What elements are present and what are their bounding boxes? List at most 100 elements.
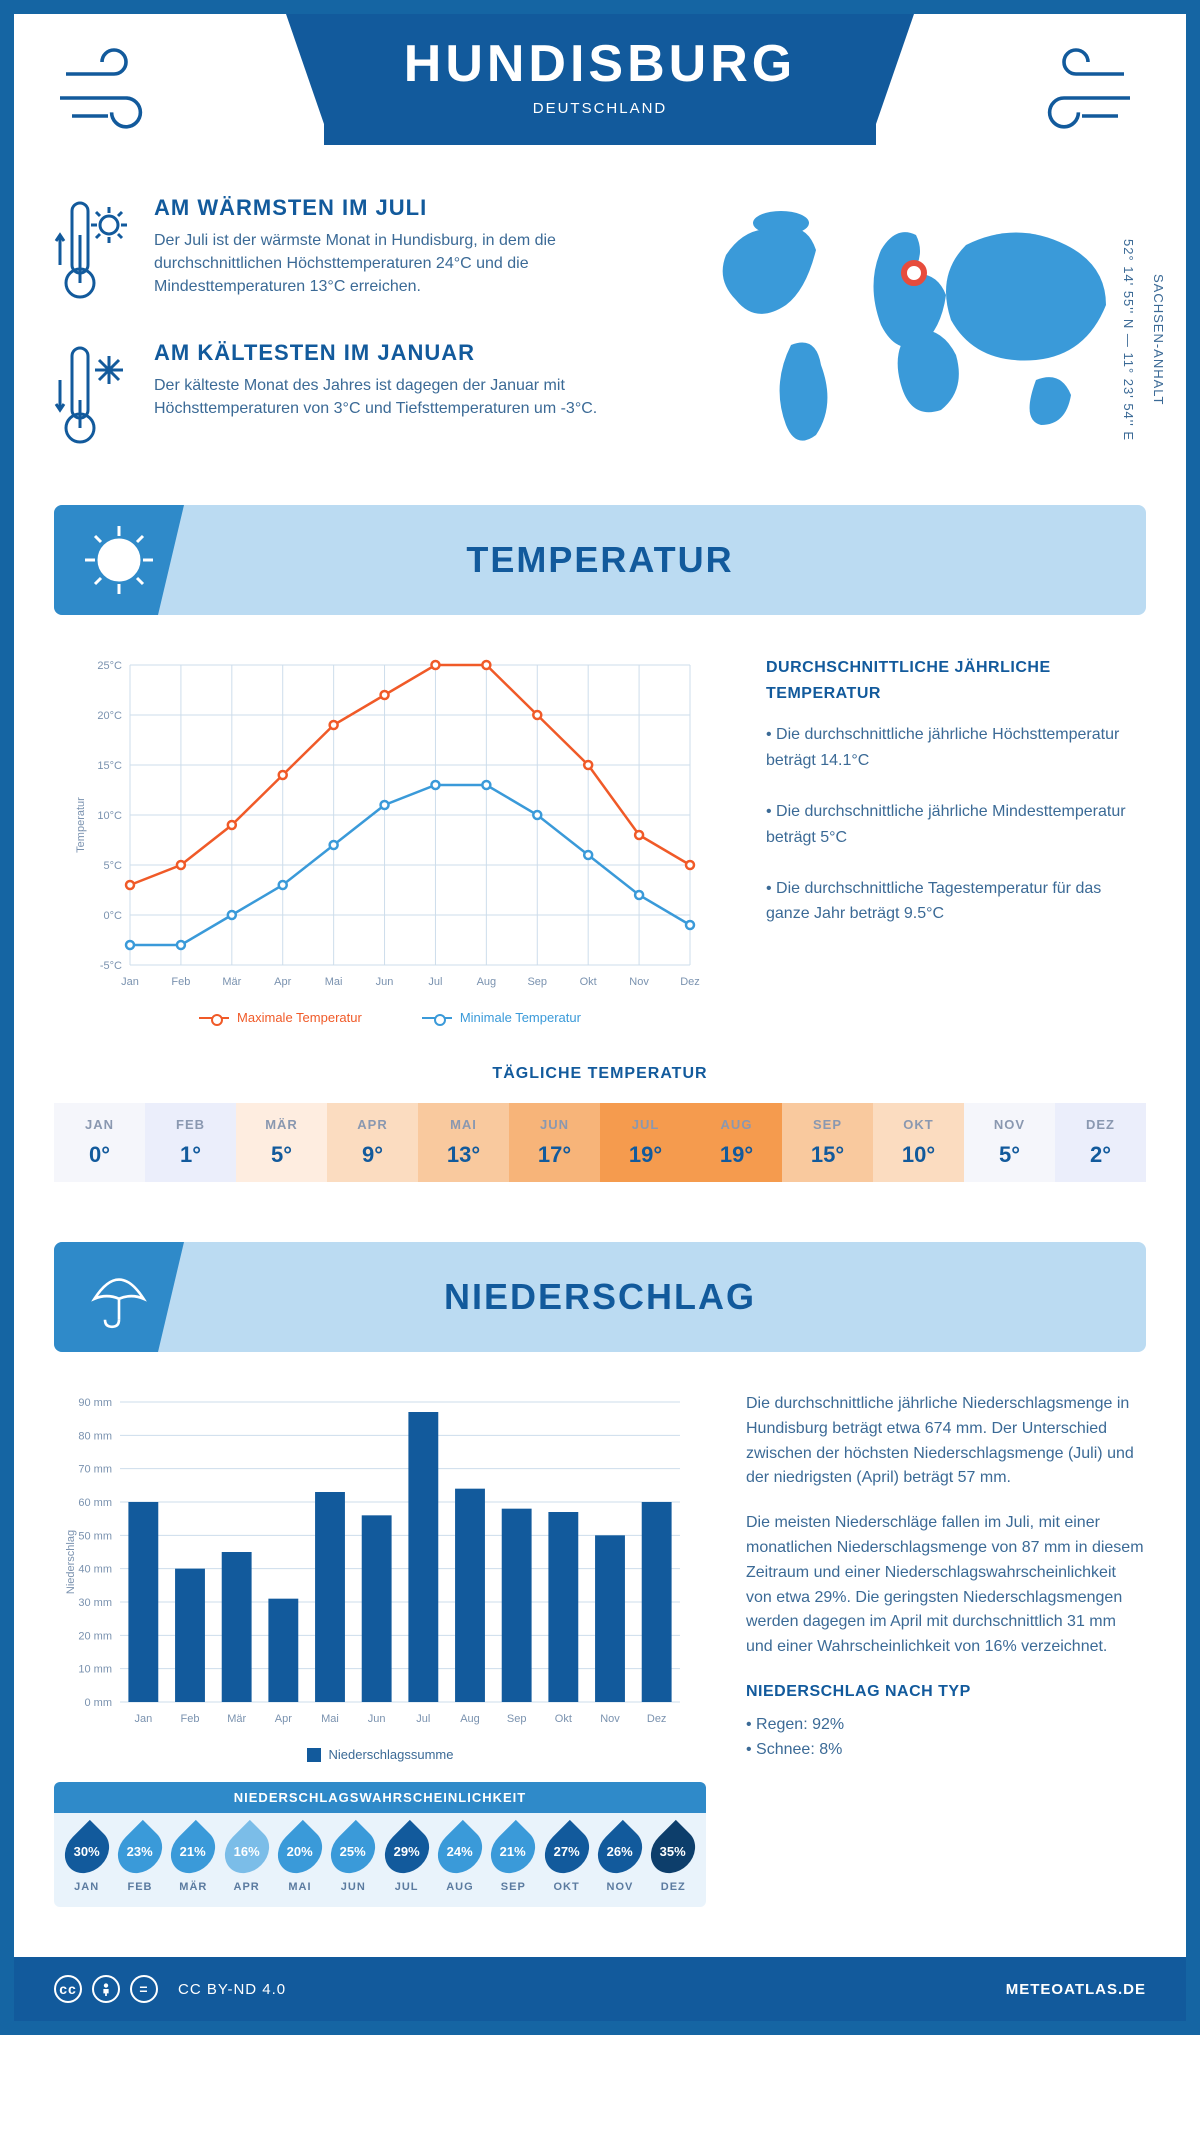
- nd-icon: =: [130, 1975, 158, 2003]
- probability-cell: 23%FEB: [113, 1827, 166, 1893]
- svg-text:Mai: Mai: [321, 1713, 339, 1725]
- daily-cell: OKT10°: [873, 1103, 964, 1182]
- svg-text:20°C: 20°C: [97, 710, 122, 722]
- license-text: CC BY-ND 4.0: [178, 1981, 286, 1998]
- svg-text:Jan: Jan: [134, 1713, 152, 1725]
- svg-text:Jul: Jul: [428, 976, 442, 988]
- daily-cell: MÄR5°: [236, 1103, 327, 1182]
- svg-text:Sep: Sep: [527, 976, 547, 988]
- svg-text:Jun: Jun: [376, 976, 394, 988]
- daily-temp-table: JAN0°FEB1°MÄR5°APR9°MAI13°JUN17°JUL19°AU…: [54, 1103, 1146, 1182]
- temperature-legend: Maximale Temperatur Minimale Temperatur: [54, 1010, 726, 1025]
- svg-text:Sep: Sep: [507, 1713, 527, 1725]
- warmest-title: AM WÄRMSTEN IM JULI: [154, 195, 656, 221]
- license-block: cc = CC BY-ND 4.0: [54, 1975, 286, 2003]
- probability-cell: 21%MÄR: [167, 1827, 220, 1893]
- umbrella-icon: [54, 1242, 184, 1352]
- daily-cell: SEP15°: [782, 1103, 873, 1182]
- svg-text:Dez: Dez: [647, 1713, 667, 1725]
- temperature-line-chart: -5°C0°C5°C10°C15°C20°C25°CJanFebMärAprMa…: [54, 655, 726, 1025]
- probability-cell: 35%DEZ: [647, 1827, 700, 1893]
- probability-cell: 30%JAN: [60, 1827, 113, 1893]
- svg-text:Feb: Feb: [171, 976, 190, 988]
- temp-summary-title: DURCHSCHNITTLICHE JÄHRLICHE TEMPERATUR: [766, 655, 1146, 706]
- world-map: SACHSEN-ANHALT 52° 14' 55'' N — 11° 23' …: [696, 195, 1146, 485]
- coldest-title: AM KÄLTESTEN IM JANUAR: [154, 340, 656, 366]
- svg-text:Aug: Aug: [460, 1713, 480, 1725]
- probability-cell: 25%JUN: [327, 1827, 380, 1893]
- city-name: HUNDISBURG: [404, 34, 796, 94]
- precipitation-title: NIEDERSCHLAG: [184, 1276, 1146, 1318]
- coordinates: SACHSEN-ANHALT 52° 14' 55'' N — 11° 23' …: [1121, 195, 1166, 485]
- daily-cell: JUN17°: [509, 1103, 600, 1182]
- probability-title: NIEDERSCHLAGSWAHRSCHEINLICHKEIT: [54, 1782, 706, 1813]
- daily-cell: FEB1°: [145, 1103, 236, 1182]
- probability-grid: 30%JAN23%FEB21%MÄR16%APR20%MAI25%JUN29%J…: [54, 1813, 706, 1907]
- svg-text:0 mm: 0 mm: [85, 1697, 113, 1709]
- svg-text:40 mm: 40 mm: [78, 1564, 112, 1576]
- probability-cell: 21%SEP: [487, 1827, 540, 1893]
- svg-text:50 mm: 50 mm: [78, 1530, 112, 1542]
- precipitation-legend: Niederschlagssumme: [54, 1747, 706, 1762]
- temperature-title: TEMPERATUR: [184, 539, 1146, 581]
- svg-text:80 mm: 80 mm: [78, 1430, 112, 1442]
- coldest-text: Der kälteste Monat des Jahres ist dagege…: [154, 374, 656, 420]
- site-name: METEOATLAS.DE: [1006, 1981, 1146, 1998]
- thermometer-hot-icon: [54, 195, 134, 310]
- header: HUNDISBURG DEUTSCHLAND: [54, 44, 1146, 145]
- footer: cc = CC BY-ND 4.0 METEOATLAS.DE: [14, 1957, 1186, 2021]
- precip-type-title: NIEDERSCHLAG NACH TYP: [746, 1680, 1146, 1705]
- svg-text:Jan: Jan: [121, 976, 139, 988]
- legend-max: Maximale Temperatur: [237, 1010, 362, 1025]
- svg-text:Feb: Feb: [181, 1713, 200, 1725]
- svg-text:Okt: Okt: [580, 976, 597, 988]
- svg-text:Mai: Mai: [325, 976, 343, 988]
- svg-text:Mär: Mär: [222, 976, 241, 988]
- probability-cell: 26%NOV: [593, 1827, 646, 1893]
- thermometer-cold-icon: [54, 340, 134, 455]
- probability-cell: 29%JUL: [380, 1827, 433, 1893]
- svg-text:5°C: 5°C: [104, 860, 123, 872]
- svg-text:0°C: 0°C: [104, 910, 123, 922]
- legend-precip: Niederschlagssumme: [329, 1747, 454, 1762]
- temperature-section-header: TEMPERATUR: [54, 505, 1146, 615]
- temperature-summary: DURCHSCHNITTLICHE JÄHRLICHE TEMPERATUR •…: [766, 655, 1146, 1025]
- svg-text:20 mm: 20 mm: [78, 1630, 112, 1642]
- precipitation-bar-chart: 0 mm 10 mm 20 mm 30 mm 40 mm 50 mm 60 mm 70 mm 8…: [54, 1392, 706, 1732]
- probability-cell: 16%APR: [220, 1827, 273, 1893]
- probability-cell: 24%AUG: [433, 1827, 486, 1893]
- temp-bullet-2: • Die durchschnittliche jährliche Mindes…: [766, 799, 1146, 850]
- daily-temp-title: TÄGLICHE TEMPERATUR: [54, 1065, 1146, 1083]
- daily-cell: AUG19°: [691, 1103, 782, 1182]
- precipitation-summary: Die durchschnittliche jährliche Niedersc…: [746, 1392, 1146, 1907]
- svg-text:Okt: Okt: [555, 1713, 572, 1725]
- svg-text:-5°C: -5°C: [100, 960, 122, 972]
- daily-cell: APR9°: [327, 1103, 418, 1182]
- coldest-block: AM KÄLTESTEN IM JANUAR Der kälteste Mona…: [54, 340, 656, 455]
- coords-label: 52° 14' 55'' N — 11° 23' 54'' E: [1121, 239, 1136, 441]
- svg-text:Niederschlag: Niederschlag: [65, 1530, 77, 1594]
- precip-p1: Die durchschnittliche jährliche Niedersc…: [746, 1392, 1146, 1491]
- daily-cell: NOV5°: [964, 1103, 1055, 1182]
- svg-text:Jul: Jul: [416, 1713, 430, 1725]
- temp-bullet-1: • Die durchschnittliche jährliche Höchst…: [766, 722, 1146, 773]
- svg-text:Jun: Jun: [368, 1713, 386, 1725]
- daily-cell: JUL19°: [600, 1103, 691, 1182]
- svg-text:30 mm: 30 mm: [78, 1597, 112, 1609]
- daily-cell: MAI13°: [418, 1103, 509, 1182]
- daily-cell: JAN0°: [54, 1103, 145, 1182]
- svg-text:90 mm: 90 mm: [78, 1397, 112, 1409]
- svg-text:10 mm: 10 mm: [78, 1664, 112, 1676]
- cc-icon: cc: [54, 1975, 82, 2003]
- country-name: DEUTSCHLAND: [404, 100, 796, 117]
- svg-text:Apr: Apr: [275, 1713, 292, 1725]
- precipitation-section-header: NIEDERSCHLAG: [54, 1242, 1146, 1352]
- svg-text:Temperatur: Temperatur: [75, 797, 87, 853]
- wind-right-icon: [1016, 44, 1146, 145]
- title-banner: HUNDISBURG DEUTSCHLAND: [324, 14, 876, 145]
- svg-text:60 mm: 60 mm: [78, 1497, 112, 1509]
- probability-cell: 20%MAI: [273, 1827, 326, 1893]
- probability-cell: 27%OKT: [540, 1827, 593, 1893]
- svg-text:70 mm: 70 mm: [78, 1464, 112, 1476]
- wind-left-icon: [54, 44, 184, 145]
